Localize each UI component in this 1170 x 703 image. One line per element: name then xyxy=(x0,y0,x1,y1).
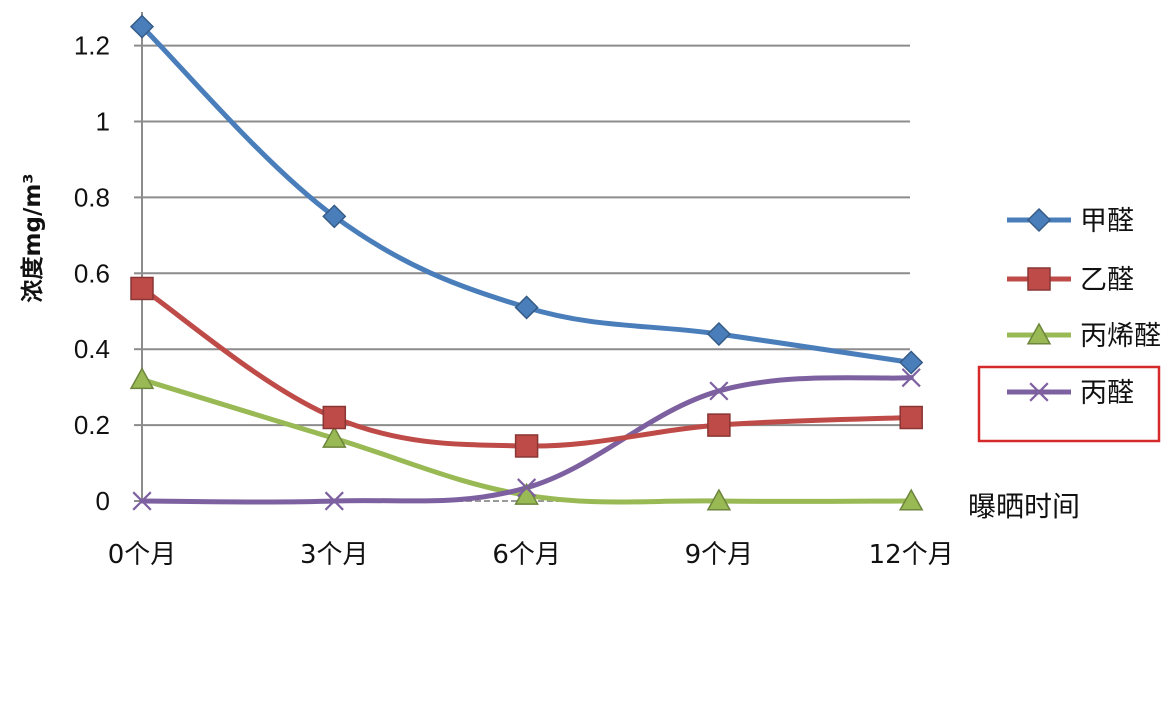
data-point xyxy=(130,276,154,301)
data-point xyxy=(706,321,731,347)
data-point xyxy=(322,425,347,448)
y-tick-label: 0.8 xyxy=(74,182,110,212)
x-tick-label: 9个月 xyxy=(685,540,754,570)
data-point xyxy=(517,478,537,498)
legend-label: 乙醛 xyxy=(1080,265,1134,296)
marker-stroke xyxy=(324,491,344,511)
data-point xyxy=(514,295,539,320)
legend-marker xyxy=(1026,207,1052,233)
x-tick-label: 3个月 xyxy=(300,540,369,570)
x-axis-title: 曝晒时间 xyxy=(968,490,1080,523)
data-point xyxy=(322,204,347,229)
y-axis-label: 浓度mg/m³ xyxy=(19,174,46,303)
y-tick-label: 1 xyxy=(96,107,110,137)
data-point xyxy=(132,491,152,511)
series-markers xyxy=(129,14,924,511)
y-tick-label: 0.6 xyxy=(74,258,110,288)
x-tick-label: 6个月 xyxy=(492,540,561,570)
data-point xyxy=(899,405,923,430)
marker-stroke xyxy=(517,478,537,498)
data-point xyxy=(707,413,731,437)
y-tick-label: 0.2 xyxy=(74,410,110,440)
legend-label: 丙烯醛 xyxy=(1080,321,1161,352)
legend-label: 甲醛 xyxy=(1080,206,1134,237)
legend-marker xyxy=(1027,267,1051,291)
marker-stroke xyxy=(709,381,729,401)
data-point xyxy=(514,434,539,458)
data-point xyxy=(709,381,729,401)
legend-marker xyxy=(1029,382,1049,402)
legend-marker xyxy=(1026,322,1052,345)
data-point xyxy=(129,14,155,39)
y-tick-label: 0 xyxy=(96,486,110,516)
y-tick-label: 1.2 xyxy=(74,31,110,61)
data-point xyxy=(899,350,924,375)
marker-stroke xyxy=(132,491,152,511)
data-point xyxy=(706,488,732,511)
data-point xyxy=(322,405,347,430)
gridlines xyxy=(142,44,910,427)
x-tick-label: 0个月 xyxy=(108,540,177,570)
marker-stroke xyxy=(901,368,921,388)
legend-label: 丙醛 xyxy=(1080,378,1134,409)
data-point xyxy=(898,488,924,511)
legend-highlight-box xyxy=(977,365,1161,443)
x-tick-labels: 0个月 3个月 6个月 9个月 12个月 xyxy=(108,540,954,570)
data-point xyxy=(901,368,921,388)
series-lines xyxy=(139,24,914,505)
marker-stroke xyxy=(1029,382,1049,402)
x-tick-label: 12个月 xyxy=(869,540,954,570)
y-tick-label: 0.4 xyxy=(74,334,110,364)
data-point xyxy=(129,367,155,390)
data-point xyxy=(324,491,344,511)
axes xyxy=(134,12,910,502)
y-tick-labels: 0 0.2 0.4 0.6 0.8 1 1.2 xyxy=(74,31,110,516)
